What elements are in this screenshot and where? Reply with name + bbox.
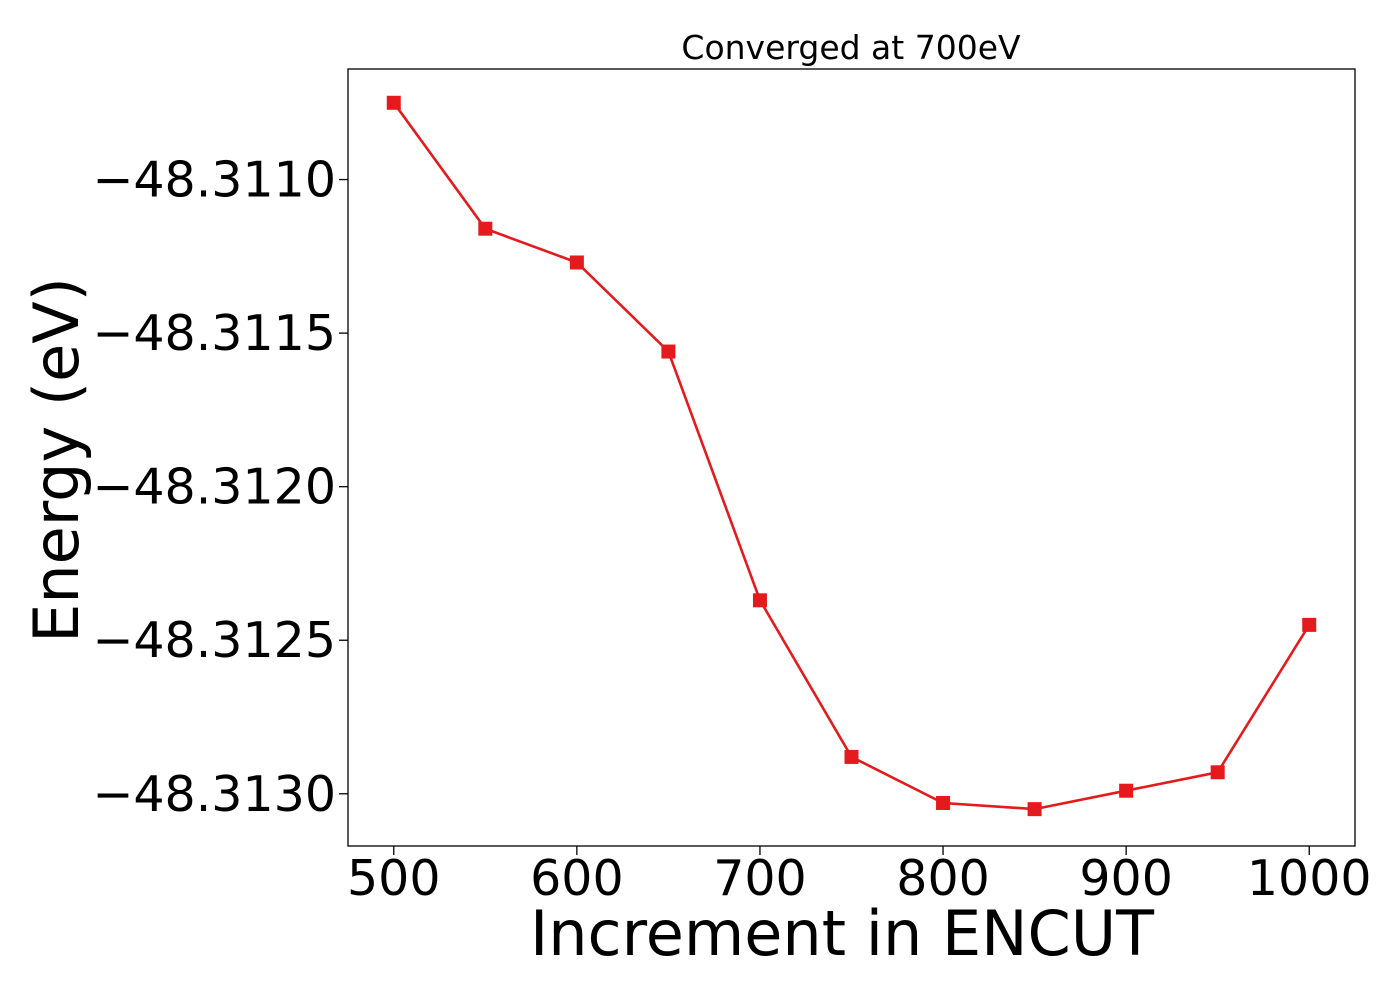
x-tick-label: 1000	[1247, 850, 1372, 907]
chart-title: Converged at 700eV	[681, 28, 1021, 67]
data-point	[661, 344, 676, 359]
data-point	[1210, 765, 1225, 780]
data-markers	[386, 95, 1317, 817]
data-point	[1027, 802, 1042, 817]
x-axis-label: Increment in ENCUT	[530, 897, 1155, 970]
y-axis: −48.3110 −48.3115 −48.3120 −48.3125 −48.3130	[92, 152, 348, 823]
x-tick-label: 700	[713, 850, 807, 907]
y-tick-label: −48.3125	[92, 612, 336, 669]
data-point	[752, 593, 767, 608]
x-tick-label: 800	[896, 850, 990, 907]
y-tick-label: −48.3130	[92, 766, 336, 823]
data-point	[1119, 783, 1134, 798]
x-tick-label: 500	[347, 850, 441, 907]
data-point	[844, 749, 859, 764]
data-point	[386, 95, 401, 110]
series-line	[392, 102, 1311, 811]
x-tick-label: 900	[1079, 850, 1173, 907]
y-tick-label: −48.3110	[92, 152, 336, 209]
data-point	[569, 255, 584, 270]
y-axis-label: Energy (eV)	[20, 277, 93, 643]
x-axis: 500 600 700 800 900 1000	[347, 846, 1372, 907]
x-tick-label: 600	[530, 850, 624, 907]
y-tick-label: −48.3115	[92, 305, 336, 362]
y-tick-label: −48.3120	[92, 459, 336, 516]
plot-area-frame	[347, 68, 1356, 847]
data-point	[936, 796, 951, 811]
data-point	[478, 221, 493, 236]
data-point	[1302, 617, 1317, 632]
